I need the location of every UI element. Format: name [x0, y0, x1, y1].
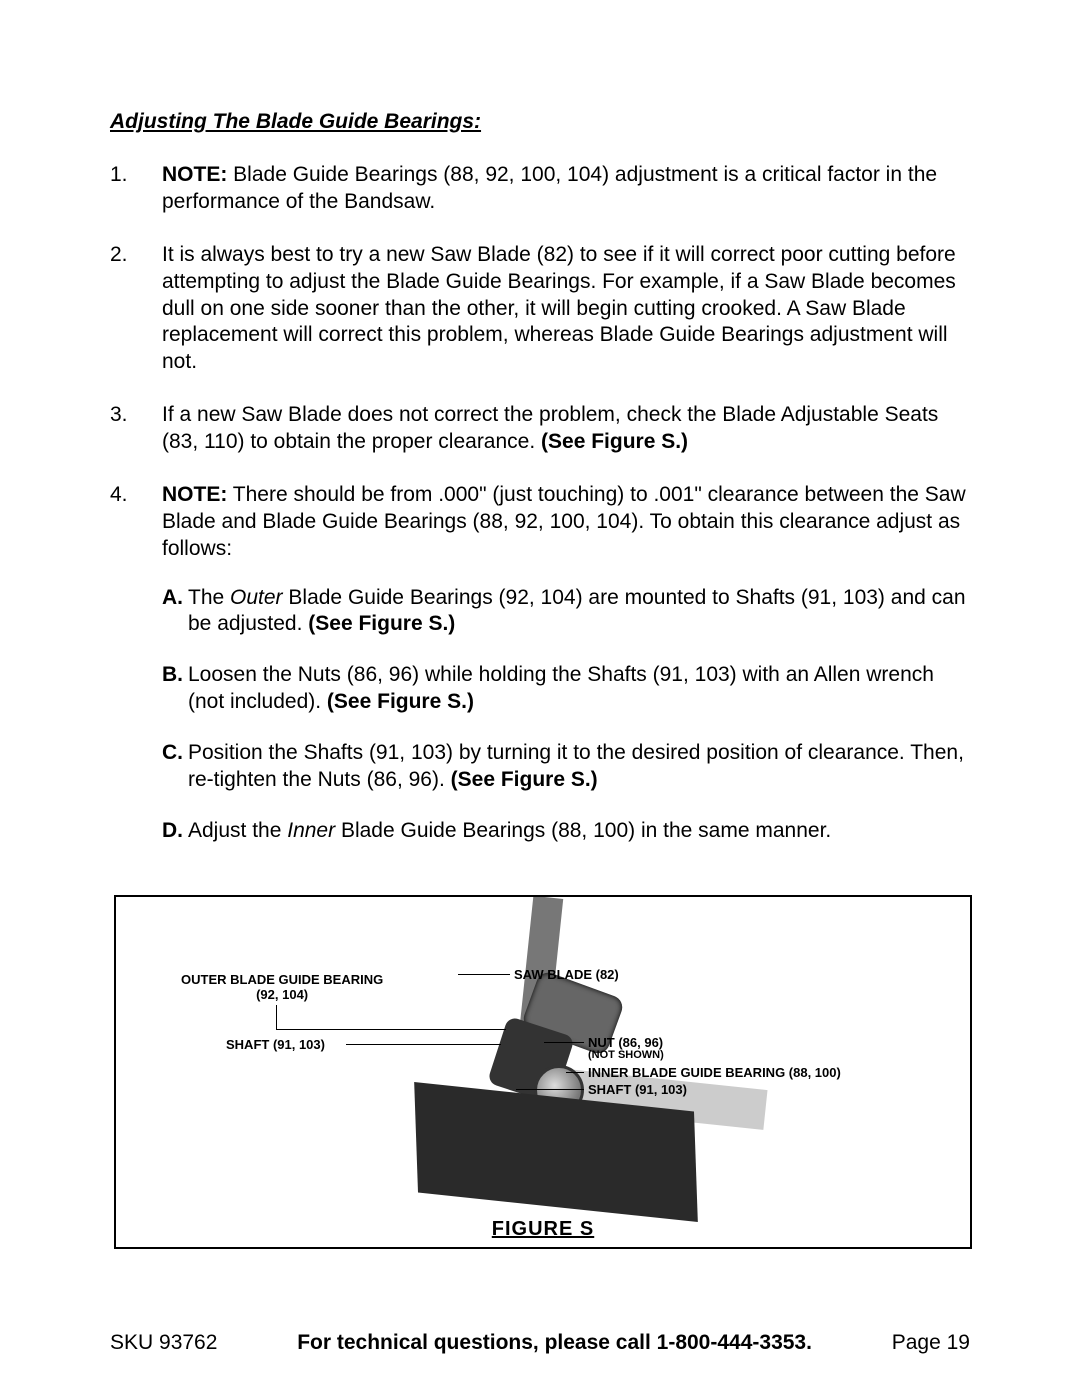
list-item-2: 2. It is always best to try a new Saw Bl…: [110, 242, 970, 376]
list-item-1: 1. NOTE: Blade Guide Bearings (88, 92, 1…: [110, 162, 970, 216]
text: Blade Guide Bearings (92, 104) are mount…: [188, 586, 966, 636]
sub-body: Position the Shafts (91, 103) by turning…: [188, 740, 970, 794]
sub-item-b: B. Loosen the Nuts (86, 96) while holdin…: [162, 662, 970, 716]
text: Adjust the: [188, 819, 287, 842]
footer-support: For technical questions, please call 1-8…: [297, 1331, 812, 1355]
sub-body: Loosen the Nuts (86, 96) while holding t…: [188, 662, 970, 716]
item-body: It is always best to try a new Saw Blade…: [162, 242, 970, 376]
footer-page: Page 19: [892, 1331, 970, 1355]
figure-caption: FIGURE S: [116, 1218, 970, 1241]
label-outer-bearing: OUTER BLADE GUIDE BEARING (92, 104): [181, 972, 383, 1003]
see-figure: (See Figure S.): [541, 430, 688, 453]
see-figure: (See Figure S.): [451, 768, 598, 791]
leader-line: [276, 1005, 278, 1029]
item-text: There should be from .000" (just touchin…: [162, 483, 966, 560]
instruction-list: 1. NOTE: Blade Guide Bearings (88, 92, 1…: [110, 162, 970, 869]
item-number: 2.: [110, 242, 162, 376]
sub-letter: B.: [162, 662, 188, 716]
item-number: 4.: [110, 482, 162, 869]
text: Loosen the Nuts (86, 96) while holding t…: [188, 663, 934, 713]
footer-sku: SKU 93762: [110, 1331, 217, 1355]
leader-line: [544, 1042, 584, 1043]
leader-line: [566, 1072, 584, 1073]
sub-item-c: C. Position the Shafts (91, 103) by turn…: [162, 740, 970, 794]
sub-body: The Outer Blade Guide Bearings (92, 104)…: [188, 585, 970, 639]
sub-list: A. The Outer Blade Guide Bearings (92, 1…: [162, 585, 970, 845]
item-text: Blade Guide Bearings (88, 92, 100, 104) …: [162, 163, 937, 213]
list-item-3: 3. If a new Saw Blade does not correct t…: [110, 402, 970, 456]
item-body: NOTE: Blade Guide Bearings (88, 92, 100,…: [162, 162, 970, 216]
label-shaft-left: SHAFT (91, 103): [226, 1037, 325, 1053]
leader-line: [346, 1044, 501, 1045]
label-not-shown: (NOT SHOWN): [588, 1049, 664, 1062]
sub-item-a: A. The Outer Blade Guide Bearings (92, 1…: [162, 585, 970, 639]
sub-body: Adjust the Inner Blade Guide Bearings (8…: [188, 818, 970, 845]
label-text: OUTER BLADE GUIDE BEARING: [181, 972, 383, 988]
text: The: [188, 586, 230, 609]
item-number: 3.: [110, 402, 162, 456]
text-ital: Outer: [230, 586, 283, 609]
label-shaft-right: SHAFT (91, 103): [588, 1082, 687, 1098]
item-number: 1.: [110, 162, 162, 216]
sub-letter: D.: [162, 818, 188, 845]
leader-line: [458, 974, 510, 975]
figure-s: OUTER BLADE GUIDE BEARING (92, 104) SHAF…: [114, 895, 972, 1249]
leader-line: [276, 1029, 506, 1030]
note-label: NOTE:: [162, 163, 227, 186]
label-inner-bearing: INNER BLADE GUIDE BEARING (88, 100): [588, 1065, 841, 1081]
see-figure: (See Figure S.): [327, 690, 474, 713]
list-item-4: 4. NOTE: There should be from .000" (jus…: [110, 482, 970, 869]
label-text: (92, 104): [181, 987, 383, 1003]
item-body: If a new Saw Blade does not correct the …: [162, 402, 970, 456]
sub-letter: A.: [162, 585, 188, 639]
see-figure: (See Figure S.): [308, 612, 455, 635]
text: Blade Guide Bearings (88, 100) in the sa…: [335, 819, 831, 842]
section-title: Adjusting The Blade Guide Bearings:: [110, 110, 970, 134]
sub-item-d: D. Adjust the Inner Blade Guide Bearings…: [162, 818, 970, 845]
note-label: NOTE:: [162, 483, 227, 506]
manual-page: Adjusting The Blade Guide Bearings: 1. N…: [0, 0, 1080, 1397]
text-ital: Inner: [287, 819, 335, 842]
sub-letter: C.: [162, 740, 188, 794]
leader-line: [516, 1089, 584, 1090]
item-body: NOTE: There should be from .000" (just t…: [162, 482, 970, 869]
label-saw-blade: SAW BLADE (82): [514, 967, 619, 983]
page-footer: SKU 93762 For technical questions, pleas…: [110, 1331, 970, 1355]
